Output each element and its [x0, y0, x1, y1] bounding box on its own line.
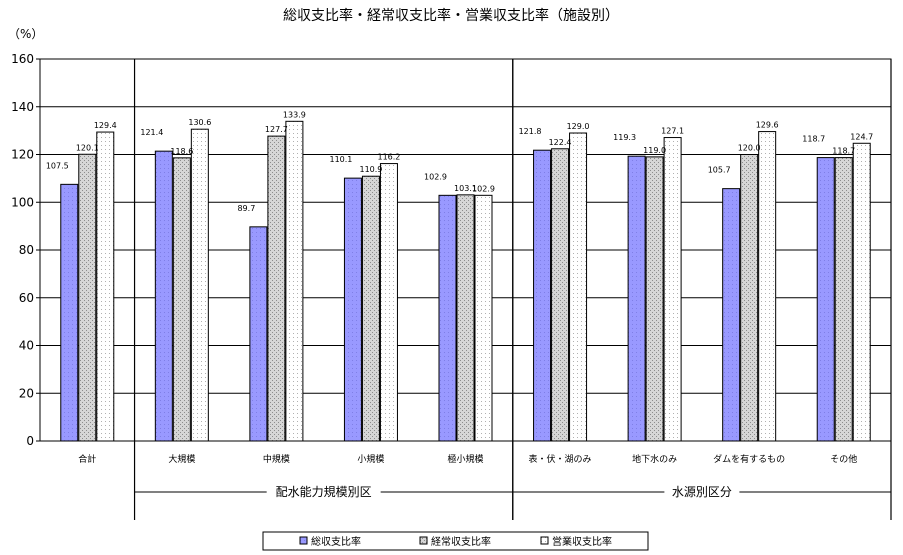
data-label: 110.1 [329, 155, 352, 164]
legend-label: 経常収支比率 [431, 535, 491, 548]
bar-series-2 [456, 194, 475, 442]
bar-series-1 [816, 157, 835, 442]
category-label: 地下水のみ [632, 453, 677, 465]
legend-label: 総収支比率 [311, 535, 361, 548]
data-label: 129.4 [94, 121, 117, 130]
bar-series-2 [361, 175, 380, 442]
data-label: 102.9 [472, 184, 495, 193]
y-tick-label: 100 [11, 195, 34, 209]
category-label: 中規模 [263, 453, 290, 465]
y-axis-unit: （%） [8, 27, 43, 41]
group-label-bg [664, 484, 740, 500]
data-label: 119.3 [613, 133, 636, 142]
bar-series-3 [285, 120, 304, 442]
data-label: 118.6 [170, 147, 193, 156]
data-label: 133.9 [283, 110, 306, 119]
legend-swatch-3 [540, 536, 549, 545]
group-labels: 配水能力規模別区 水源別区分 [133, 59, 892, 520]
bars [60, 120, 871, 442]
group-label: 水源別区分 [672, 485, 732, 499]
category-label: 合計 [78, 453, 96, 465]
data-label: 102.9 [424, 172, 447, 181]
category-label: 極小規模 [447, 453, 483, 465]
legend-swatch-2 [419, 536, 428, 545]
y-tick-label: 20 [19, 386, 34, 400]
bar-series-2 [78, 153, 97, 442]
bar-series-1 [722, 188, 741, 442]
bar-series-2 [267, 135, 286, 442]
bar-series-2 [645, 156, 664, 442]
data-label: 118.7 [802, 135, 825, 144]
data-label: 118.7 [832, 147, 855, 156]
data-label: 103.1 [454, 184, 477, 193]
y-tick-label: 60 [19, 291, 34, 305]
bar-series-3 [758, 131, 777, 442]
bar-series-2 [834, 157, 853, 442]
data-label: 110.9 [359, 165, 382, 174]
y-tick-label: 160 [11, 52, 34, 66]
bar-series-3 [474, 194, 493, 442]
data-label: 129.0 [567, 122, 590, 131]
category-label: 表・伏・湖のみ [529, 453, 592, 465]
data-label: 122.4 [549, 138, 572, 147]
category-label: 小規模 [357, 454, 384, 465]
bar-series-3 [663, 137, 682, 442]
legend-label: 営業収支比率 [552, 535, 612, 548]
bar-series-1 [249, 226, 268, 442]
data-label: 129.6 [756, 121, 779, 130]
category-label: 大規模 [168, 453, 195, 465]
bar-series-3 [852, 142, 871, 442]
group-label-bg [266, 484, 381, 500]
bar-series-1 [154, 150, 173, 442]
y-tick-label: 140 [11, 100, 34, 114]
data-labels: 107.5 120.1 129.4 121.4 118.6 130.6 89.7 127.7 1… [46, 110, 873, 213]
y-tick-label: 120 [11, 148, 34, 162]
legend-box [262, 531, 649, 551]
data-label: 124.7 [850, 132, 873, 141]
legend-swatch-1 [299, 536, 308, 545]
bar-series-3 [190, 128, 209, 442]
bar-series-2 [551, 148, 570, 442]
bar-series-1 [438, 194, 457, 442]
bar-series-3 [96, 131, 115, 442]
data-label: 119.0 [643, 146, 666, 155]
data-label: 121.8 [519, 127, 542, 136]
data-label: 121.4 [140, 128, 163, 137]
data-label: 130.6 [188, 118, 211, 127]
data-label: 107.5 [46, 161, 69, 170]
data-label: 127.1 [661, 127, 684, 136]
legend: 総収支比率 経常収支比率 営業収支比率 [262, 531, 649, 551]
chart-title: 総収支比率・経常収支比率・営業収支比率（施設別） [283, 7, 619, 24]
y-axis-ticks: 0 20 40 60 80 100 120 140 160 [11, 52, 40, 448]
bar-series-3 [569, 132, 588, 442]
data-label: 89.7 [237, 204, 255, 213]
bar-series-3 [379, 163, 398, 442]
bar-series-2 [740, 154, 759, 442]
data-label: 105.7 [708, 166, 731, 175]
data-label: 120.0 [738, 144, 761, 153]
category-label: その他 [830, 453, 857, 465]
y-tick-label: 0 [26, 434, 34, 448]
bar-series-2 [172, 157, 191, 442]
y-tick-label: 80 [19, 243, 34, 257]
data-label: 116.2 [377, 153, 400, 162]
bar-series-1 [627, 155, 646, 442]
category-label: ダムを有するもの [713, 453, 785, 465]
data-label: 120.1 [76, 143, 99, 152]
y-tick-label: 40 [19, 339, 34, 353]
data-label: 127.7 [265, 125, 288, 134]
bar-series-1 [533, 149, 552, 442]
group-label: 配水能力規模別区 [276, 484, 372, 499]
bar-series-1 [60, 183, 79, 442]
category-labels: 合計 大規模 中規模 小規模 極小規模 表・伏・湖のみ 地下水のみ ダムを有するもの その他 [78, 453, 857, 465]
bar-series-1 [343, 177, 362, 442]
